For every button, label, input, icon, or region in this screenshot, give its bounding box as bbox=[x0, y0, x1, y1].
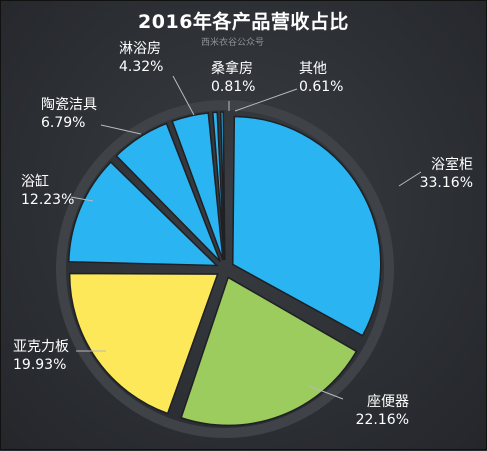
pie-slice-3[interactable] bbox=[68, 272, 219, 415]
leader-line-5 bbox=[100, 124, 142, 135]
pie-slice-7[interactable] bbox=[211, 111, 226, 261]
slice-label-8: 其他 bbox=[299, 61, 327, 77]
pie-slice-4[interactable] bbox=[67, 161, 219, 267]
pie-slice-5[interactable] bbox=[115, 122, 221, 262]
leader-line-1 bbox=[398, 171, 422, 187]
slice-value-3: 19.93% bbox=[13, 357, 66, 373]
slice-label-7: 桑拿房 bbox=[211, 60, 253, 77]
pie-outer-ring bbox=[56, 100, 394, 438]
slice-value-2: 22.16% bbox=[356, 412, 409, 428]
slice-label-3: 亚克力板 bbox=[13, 339, 69, 355]
pie-slice-8[interactable] bbox=[219, 111, 226, 261]
pie-slice-2[interactable] bbox=[180, 276, 358, 427]
slice-label-5: 陶瓷洁具 bbox=[41, 97, 97, 113]
pie-slice-6[interactable] bbox=[171, 112, 224, 261]
slice-label-1: 浴室柜 bbox=[431, 156, 473, 173]
slice-value-8: 0.61% bbox=[299, 79, 343, 95]
leader-line-4 bbox=[70, 196, 94, 202]
watermark-text: 西米衣谷公众号 bbox=[201, 38, 265, 48]
slice-label-4: 浴缸 bbox=[21, 173, 49, 190]
slice-value-1: 33.16% bbox=[420, 175, 473, 191]
slice-label-6: 淋浴房 bbox=[119, 41, 161, 57]
leader-line-2 bbox=[308, 385, 344, 400]
slice-value-4: 12.23% bbox=[21, 192, 74, 208]
slice-label-2: 座便器 bbox=[367, 394, 409, 410]
leader-line-8 bbox=[234, 88, 298, 112]
slice-value-6: 4.32% bbox=[119, 59, 163, 75]
leader-line-6 bbox=[172, 75, 195, 116]
slice-value-5: 6.79% bbox=[41, 115, 85, 131]
pie-slice-1[interactable] bbox=[232, 115, 382, 337]
chart-title: 2016年各产品营收占比 bbox=[138, 11, 349, 33]
slice-value-7: 0.81% bbox=[211, 79, 255, 95]
